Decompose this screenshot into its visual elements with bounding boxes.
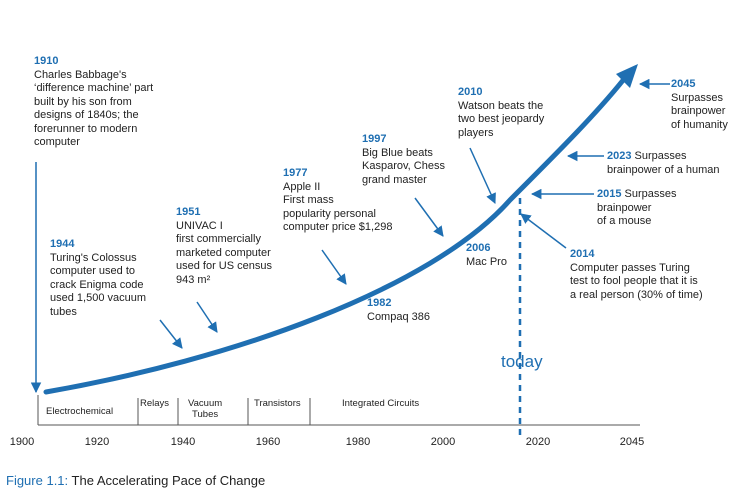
milestone-1951: 1951 UNIVAC I first commercially markete… <box>176 206 272 287</box>
arrow-1951 <box>196 301 218 333</box>
milestone-1977: 1977 Apple II First mass popularity pers… <box>283 167 392 235</box>
milestone-text: UNIVAC I first commercially marketed com… <box>176 219 272 286</box>
milestone-year: 1944 <box>50 238 75 250</box>
milestone-year: 1977 <box>283 167 308 179</box>
milestone-text: Compaq 386 <box>367 310 430 323</box>
milestone-year: 2015 <box>597 188 622 200</box>
milestone-year: 2045 <box>671 78 696 90</box>
milestone-year: 2014 <box>570 248 595 260</box>
era-label: Electrochemical <box>46 406 114 417</box>
milestone-year: 1951 <box>176 206 201 218</box>
milestone-1944: 1944 Turing's Colossus computer used to … <box>50 238 146 319</box>
axis-tick-label: 1900 <box>9 436 35 448</box>
figure-number: Figure 1.1: <box>6 473 69 488</box>
milestone-2015: 2015 Surpasses brainpower of a mouse <box>597 188 677 229</box>
arrow-1977 <box>321 249 347 285</box>
arrow-1997 <box>414 197 444 237</box>
era-label: Relays <box>140 398 170 409</box>
milestone-text: Apple II First mass popularity personal … <box>283 180 393 234</box>
milestone-2045: 2045 Surpasses brainpower of humanity <box>671 78 728 132</box>
figure-caption: Figure 1.1: The Accelerating Pace of Cha… <box>6 473 265 488</box>
milestone-1910: 1910 Charles Babbage's ‘difference machi… <box>34 55 153 150</box>
milestone-first-line: Surpasses <box>624 188 677 200</box>
milestone-year: 1910 <box>34 55 59 67</box>
arrow-2010 <box>469 147 496 204</box>
axis-tick-label: 2045 <box>619 436 645 448</box>
curve-arrowhead <box>616 64 638 88</box>
milestone-2023: 2023 Surpasses brainpower of a human <box>607 150 720 177</box>
figure-title: The Accelerating Pace of Change <box>71 473 266 488</box>
axis-tick-label: 2020 <box>525 436 551 448</box>
era-label: Vacuum Tubes <box>188 398 223 420</box>
milestone-year: 2010 <box>458 86 483 98</box>
milestone-text: Turing's Colossus computer used to crack… <box>50 251 147 318</box>
era-label: Transistors <box>254 398 301 409</box>
milestone-text: Watson beats the two best jeopardy playe… <box>458 99 545 139</box>
axis-tick-label: 1920 <box>84 436 110 448</box>
milestone-year: 1982 <box>367 297 392 309</box>
today-label: today <box>501 352 543 371</box>
axis-tick-label: 1960 <box>255 436 281 448</box>
milestone-year: 2006 <box>466 242 491 254</box>
milestone-text: Surpasses brainpower of humanity <box>671 91 728 131</box>
milestone-text: brainpower of a human <box>607 163 720 176</box>
growth-curve <box>43 71 631 395</box>
milestone-text: Mac Pro <box>466 255 507 268</box>
milestone-text: brainpower of a mouse <box>597 201 652 228</box>
milestone-1982: 1982 Compaq 386 <box>367 297 430 324</box>
milestone-2010: 2010 Watson beats the two best jeopardy … <box>458 86 544 140</box>
axis-tick-label: 1940 <box>170 436 196 448</box>
axis-tick-label: 2000 <box>430 436 456 448</box>
milestone-text: Charles Babbage's ‘difference machine’ p… <box>34 68 154 149</box>
milestone-year: 1997 <box>362 133 387 145</box>
milestone-text: Computer passes Turing test to fool peop… <box>570 261 703 301</box>
milestone-text: Big Blue beats Kasparov, Chess grand mas… <box>362 146 445 186</box>
milestone-2006: 2006 Mac Pro <box>466 242 507 269</box>
axis-tick-label: 1980 <box>345 436 371 448</box>
arrow-2014 <box>520 213 567 249</box>
milestone-1997: 1997 Big Blue beats Kasparov, Chess gran… <box>362 133 445 187</box>
milestone-first-line: Surpasses <box>634 150 687 162</box>
arrow-1944 <box>159 319 183 349</box>
milestone-2014: 2014 Computer passes Turing test to fool… <box>570 248 703 302</box>
milestone-year: 2023 <box>607 150 632 162</box>
era-label: Integrated Circuits <box>342 398 420 409</box>
